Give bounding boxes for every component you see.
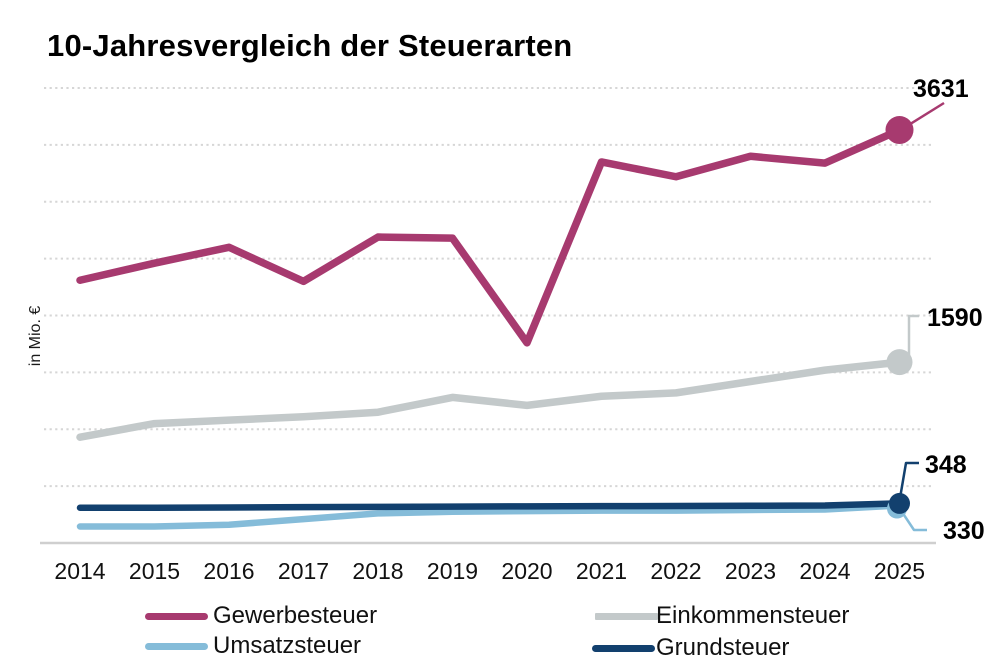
end-value-label-gewerbesteuer: 3631	[913, 75, 969, 103]
series-line-einkommensteuer	[76, 358, 904, 441]
legend-label-grundsteuer: Grundsteuer	[656, 634, 790, 661]
legend-swatch-grundsteuer	[592, 645, 655, 652]
end-dot-grundsteuer	[889, 492, 910, 514]
x-axis-tick-label: 2014	[54, 558, 106, 584]
end-dot-einkommensteuer	[886, 349, 913, 376]
end-value-label-grundsteuer: 348	[925, 451, 967, 479]
legend-swatch-gewerbesteuer	[145, 613, 208, 620]
x-axis-tick-label: 2019	[426, 558, 479, 584]
legend-label-umsatzsteuer: Umsatzsteuer	[213, 632, 362, 659]
x-axis-tick-label: 2018	[352, 558, 404, 584]
x-axis-tick-label: 2022	[650, 558, 702, 584]
series-line-grundsteuer	[76, 500, 903, 511]
series-line-umsatzsteuer	[76, 502, 903, 530]
legend-swatch-umsatzsteuer	[145, 643, 208, 650]
x-axis-tick-label: 2024	[799, 558, 851, 584]
x-axis-tick-label: 2017	[277, 558, 330, 584]
end-value-label-einkommensteuer: 1590	[927, 304, 983, 332]
legend-swatch-einkommensteuer	[595, 613, 658, 620]
x-axis-tick-label: 2015	[128, 558, 181, 584]
legend-label-gewerbesteuer: Gewerbesteuer	[213, 602, 378, 629]
x-axis-tick-label: 2025	[873, 558, 926, 584]
x-axis-tick-label: 2023	[724, 558, 777, 584]
leader-line-einkommensteuer	[907, 314, 919, 361]
legend-label-einkommensteuer: Einkommensteuer	[656, 602, 850, 629]
x-axis-tick-label: 2016	[203, 558, 255, 584]
end-dot-gewerbesteuer	[885, 116, 914, 145]
leader-line-grundsteuer	[897, 461, 919, 505]
end-value-label-umsatzsteuer: 330	[943, 517, 985, 545]
leader-line-umsatzsteuer	[898, 508, 927, 532]
series-line-gewerbesteuer	[76, 126, 904, 347]
x-axis-tick-label: 2020	[501, 558, 553, 584]
chart-title: 10-Jahresvergleich der Steuerarten	[47, 28, 573, 63]
x-axis-tick-label: 2021	[575, 558, 628, 584]
